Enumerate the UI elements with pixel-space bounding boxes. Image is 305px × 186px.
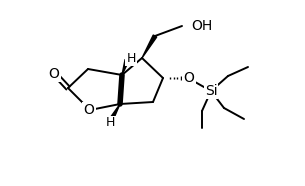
Polygon shape	[142, 35, 157, 58]
Text: O: O	[84, 103, 95, 117]
Text: O: O	[48, 67, 59, 81]
Polygon shape	[122, 59, 129, 75]
Text: OH: OH	[191, 19, 212, 33]
Text: H: H	[126, 52, 136, 65]
Polygon shape	[109, 104, 120, 121]
Text: O: O	[184, 71, 195, 85]
Text: Si: Si	[205, 84, 217, 98]
Text: H: H	[105, 116, 115, 129]
